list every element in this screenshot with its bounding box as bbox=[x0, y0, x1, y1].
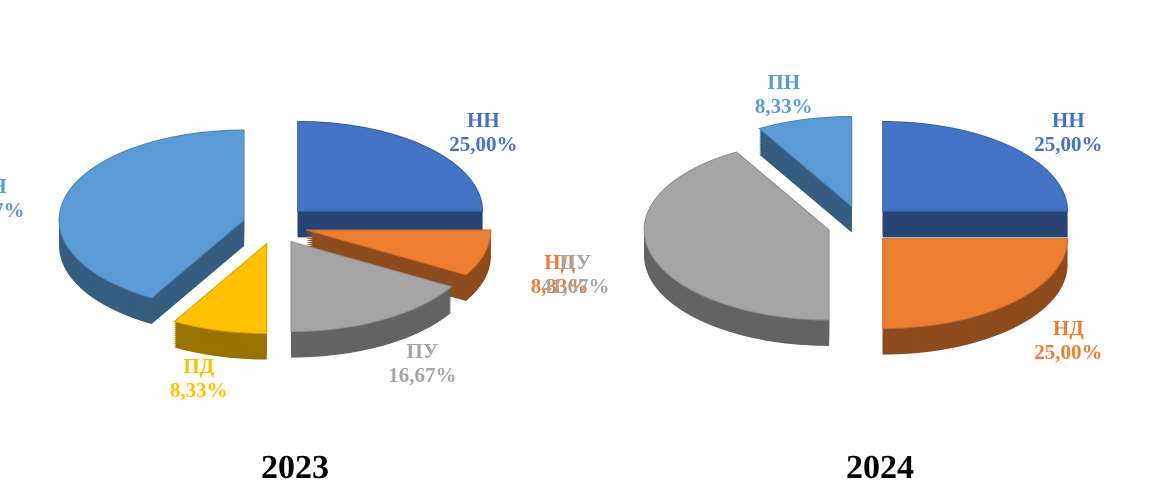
slice-group bbox=[58, 129, 245, 324]
slice-group bbox=[290, 240, 453, 358]
slice-group bbox=[643, 151, 830, 346]
slice-category-label: ПД bbox=[183, 354, 214, 378]
slice-value-label: 16,67% bbox=[388, 363, 456, 387]
slice-category-label: ПУ bbox=[407, 339, 439, 363]
slice bbox=[882, 238, 1069, 330]
slice-value-label: 25,00% bbox=[1034, 340, 1102, 364]
slice bbox=[290, 240, 453, 333]
slice-value-label: 25,00% bbox=[1034, 132, 1102, 156]
slice bbox=[305, 229, 492, 276]
slice-group bbox=[882, 238, 1069, 355]
chart-title: 2024 bbox=[846, 449, 914, 486]
slice-value-label: 41,67% bbox=[541, 274, 609, 298]
slice-category-label: ПН bbox=[0, 174, 7, 198]
slice-value-label: 8,33% bbox=[531, 274, 589, 298]
slice-category-label: ПУ bbox=[559, 250, 591, 274]
slice-category-label: НД bbox=[1053, 316, 1084, 340]
slice bbox=[58, 129, 245, 299]
slice bbox=[882, 120, 1069, 212]
slice-value-label: 8,33% bbox=[755, 94, 813, 118]
slice bbox=[173, 242, 268, 335]
slice-group bbox=[173, 242, 268, 360]
slice bbox=[643, 151, 830, 321]
slice-value-label: 41,67% bbox=[0, 198, 24, 222]
slice-category-label: НН bbox=[1052, 108, 1085, 132]
slice-group bbox=[297, 120, 484, 238]
slice bbox=[758, 115, 853, 208]
slice-group bbox=[882, 120, 1069, 238]
slice bbox=[297, 120, 484, 212]
slice-value-label: 25,00% bbox=[449, 132, 517, 156]
chart-title: 2023 bbox=[261, 449, 329, 486]
slice-value-label: 8,33% bbox=[170, 378, 228, 402]
slice-category-label: НН bbox=[467, 108, 500, 132]
slice-category-label: ПН bbox=[767, 70, 800, 94]
slice-category-label: НД bbox=[544, 250, 575, 274]
slice-group bbox=[758, 115, 853, 233]
